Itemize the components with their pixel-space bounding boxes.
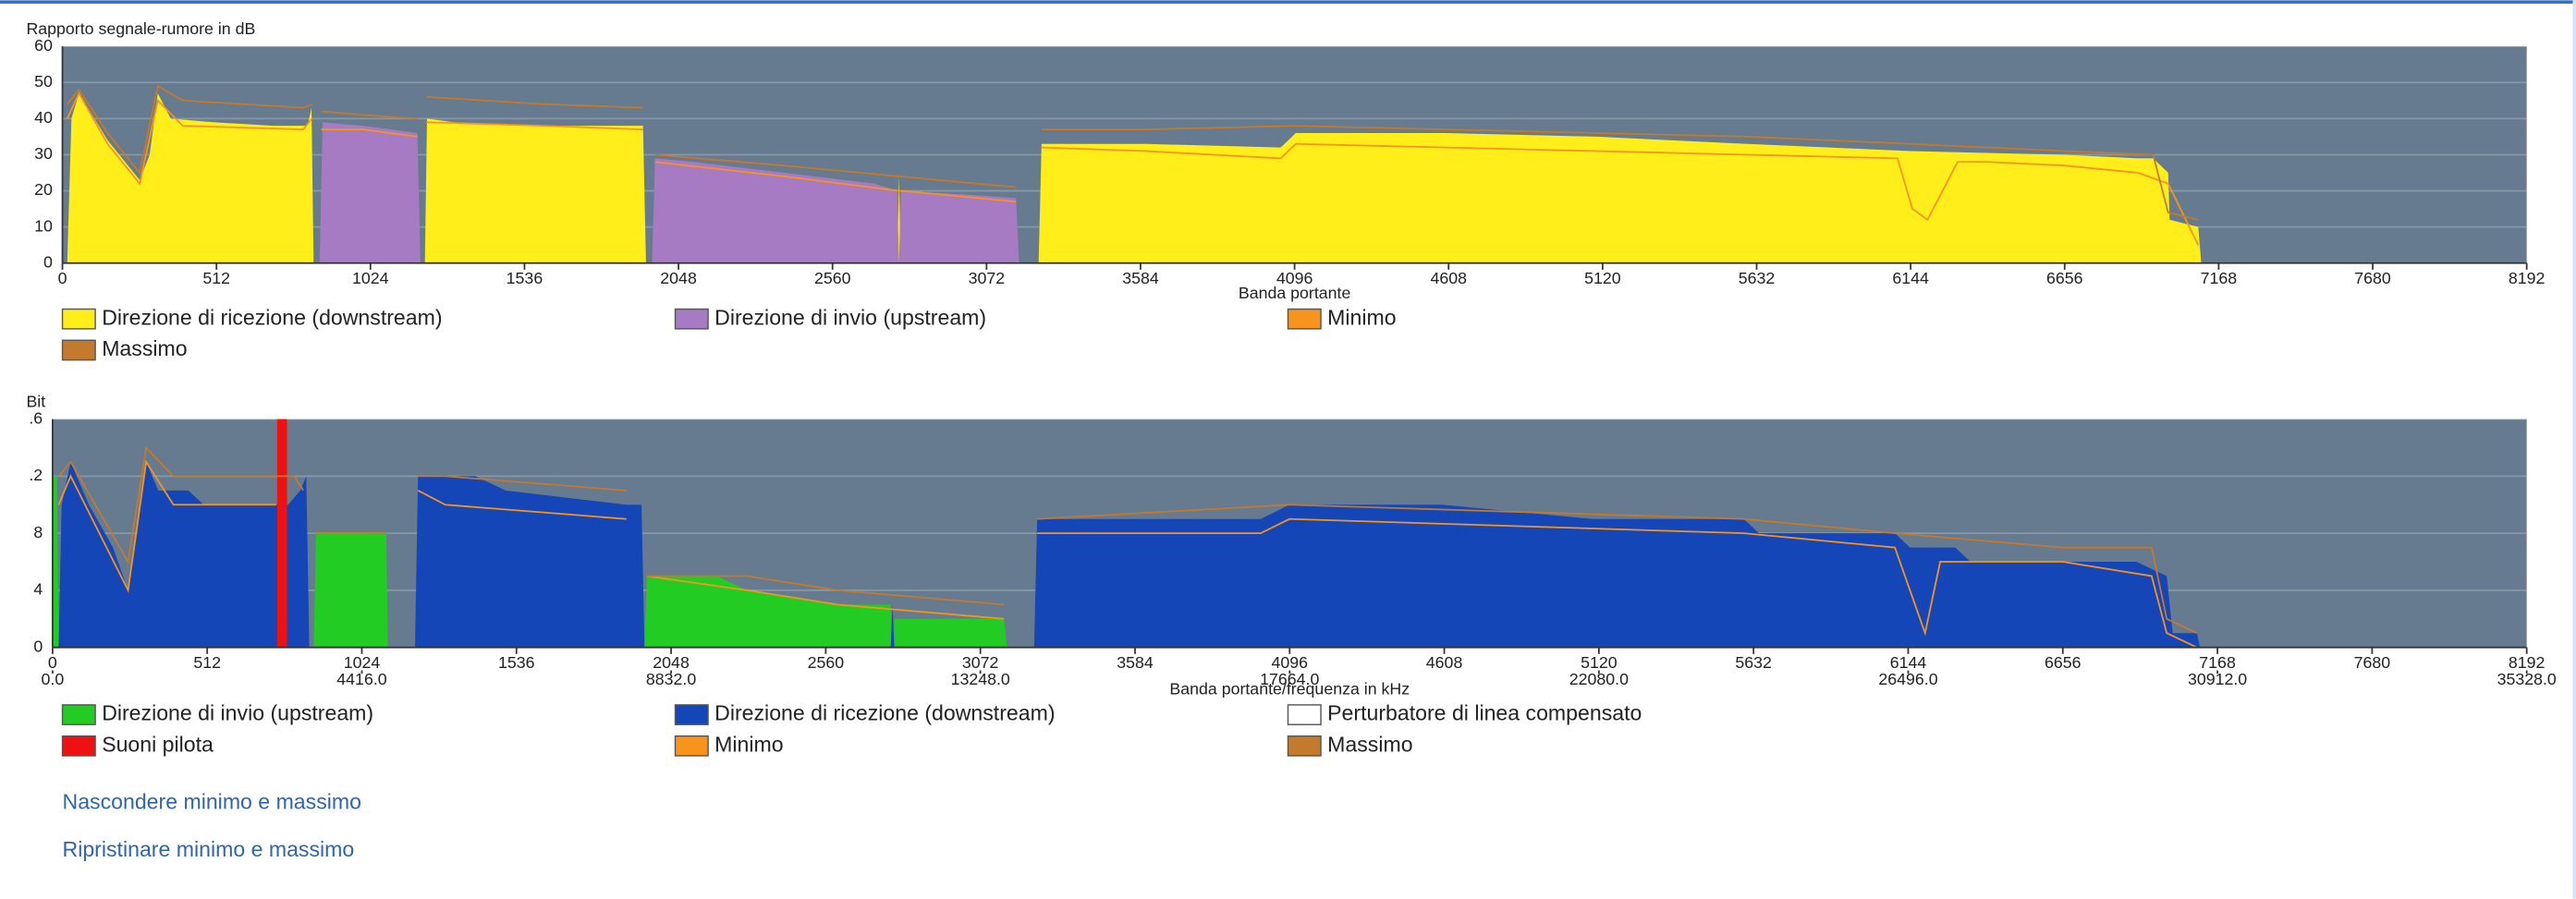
x-axis-label: Banda portante/frequenza in kHz [1169,680,1410,699]
x-tick-label: 7168 [2199,653,2236,672]
y-tick-label: 30 [34,144,53,163]
area-series [52,476,1007,648]
x-tick-label: 2048 [653,653,690,672]
x2-tick-label: 8832.0 [646,670,696,688]
x-tick-label: 7168 [2201,269,2238,287]
legend-label: Direzione di invio (upstream) [714,305,986,329]
x-tick-label: 4096 [1276,269,1313,287]
x-tick-label: 512 [193,653,221,672]
x-tick-label: 4608 [1426,653,1463,672]
legend-swatch [674,308,709,330]
x-tick-label: 0 [48,653,57,672]
x-tick-label: 7680 [2354,653,2391,672]
x-tick-label: 5632 [1739,269,1776,287]
x2-tick-label: 13248.0 [951,670,1010,688]
x2-tick-label: 26496.0 [1878,670,1937,688]
x-tick-label: 4608 [1430,269,1467,287]
x-axis-label: Banda portante [1239,284,1351,302]
legend-swatch [61,308,96,330]
y-tick-label: 20 [34,180,53,199]
chart-title: Rapporto segnale-rumore in dB [26,19,255,38]
legend-swatch [674,704,709,725]
legend-label: Direzione di ricezione (downstream) [102,305,442,329]
y-tick-label: 10 [34,216,53,235]
legend-label: Massimo [1327,732,1412,756]
y-tick-label: 50 [34,72,53,91]
x-tick-label: 1536 [507,269,543,287]
legend-swatch [1287,704,1322,725]
x-tick-label: 1024 [344,653,381,672]
legend-swatch [1287,735,1322,757]
legend-label: Direzione di ricezione (downstream) [714,701,1055,725]
legend-label: Minimo [1327,305,1396,329]
y-tick-label: .2 [29,466,43,484]
x2-tick-label: 30912.0 [2188,670,2247,688]
legend-swatch [61,735,96,757]
x2-tick-label: 35328.0 [2497,670,2557,688]
right-edge [2572,0,2576,899]
line-series [66,91,2200,246]
x-tick-label: 6656 [2046,269,2083,287]
top-bar [0,0,2576,4]
x-tick-label: 5632 [1735,653,1772,672]
x2-tick-label: 4416.0 [336,670,386,688]
y-tick-label: 0 [43,252,53,271]
x-tick-label: 1536 [498,653,535,672]
x-tick-label: 512 [202,269,230,287]
x-tick-label: 5120 [1584,269,1621,287]
x-tick-label: 8192 [2509,653,2545,672]
area-series [67,92,2202,263]
chart-title: Bit [26,393,45,411]
link[interactable]: Nascondere minimo e massimo [63,790,361,814]
y-tick-label: 60 [34,36,53,55]
x-tick-label: 6656 [2045,653,2082,672]
y-tick-label: 0 [33,637,43,655]
area-series [319,122,1019,263]
x-tick-label: 3584 [1117,653,1154,672]
legend-label: Perturbatore di linea compensato [1327,701,1642,725]
x2-tick-label: 0.0 [42,670,65,688]
x-tick-label: 6144 [1892,269,1929,287]
x-tick-label: 5120 [1581,653,1618,672]
legend-label: Massimo [102,336,187,360]
legend-label: Direzione di invio (upstream) [102,701,373,725]
x-tick-label: 3584 [1122,269,1159,287]
x-tick-label: 6144 [1890,653,1927,672]
line-series [67,84,2199,221]
x-tick-label: 8192 [2509,269,2545,287]
y-tick-label: 40 [34,108,53,127]
y-tick-label: 4 [33,580,43,599]
x-tick-label: 2560 [808,653,845,672]
x2-tick-label: 22080.0 [1569,670,1629,688]
x2-tick-label: 17664.0 [1260,670,1319,688]
x-tick-label: 4096 [1272,653,1309,672]
x-tick-label: 3072 [962,653,999,672]
x-tick-label: 1024 [352,269,389,287]
line-series [57,445,2198,635]
x-tick-label: 0 [58,269,67,287]
area-series [58,461,2201,648]
x-tick-label: 2560 [814,269,851,287]
legend-swatch [674,735,709,757]
legend-label: Suoni pilota [102,732,214,756]
x-tick-label: 3072 [969,269,1006,287]
legend-swatch [61,339,96,361]
legend-label: Minimo [714,732,783,756]
pilot-bar [276,419,287,648]
legend-swatch [61,704,96,725]
legend-swatch [1287,308,1322,330]
y-tick-label: 8 [33,523,43,541]
y-tick-label: .6 [29,408,43,427]
x-tick-label: 7680 [2354,269,2391,287]
x-tick-label: 2048 [660,269,697,287]
link[interactable]: Ripristinare minimo e massimo [63,837,355,861]
